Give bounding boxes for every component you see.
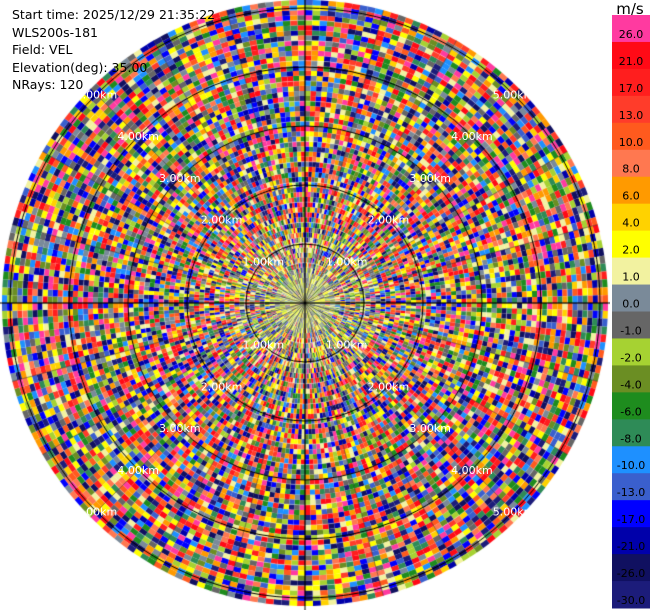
colorbar-tick-label: -21.0 bbox=[617, 540, 645, 553]
colorbar-swatch bbox=[612, 284, 650, 312]
colorbar-tick-label: -1.0 bbox=[620, 324, 641, 337]
range-ring-label: 2.00km bbox=[368, 380, 410, 393]
colorbar-swatch bbox=[612, 419, 650, 447]
range-ring-label: 5.00km bbox=[76, 88, 118, 101]
colorbar-tick-label: -6.0 bbox=[620, 405, 641, 418]
colorbar-tick-label: 10.0 bbox=[619, 136, 644, 149]
colorbar-swatch bbox=[612, 15, 650, 43]
scan-info: Start time: 2025/12/29 21:35:22 WLS200s-… bbox=[12, 6, 215, 94]
nrays-text: NRays: 120 bbox=[12, 77, 84, 92]
range-ring-label: 3.00km bbox=[409, 172, 451, 185]
colorbar-swatch bbox=[612, 581, 650, 609]
colorbar-tick-label: -8.0 bbox=[620, 432, 641, 445]
colorbar-tick-label: 26.0 bbox=[619, 28, 644, 41]
range-ring-label: 5.00km bbox=[76, 506, 118, 519]
colorbar-swatch bbox=[612, 122, 650, 151]
ppi-velocity-plot bbox=[0, 0, 610, 610]
colorbar-tick-label: 17.0 bbox=[619, 82, 644, 95]
range-ring-label: 4.00km bbox=[451, 130, 493, 143]
colorbar-unit: m/s bbox=[616, 0, 644, 18]
colorbar-swatch bbox=[612, 473, 650, 501]
colorbar-tick-label: 1.0 bbox=[622, 271, 640, 284]
range-ring-label: 1.00km bbox=[242, 255, 284, 268]
range-ring-label: 4.00km bbox=[451, 464, 493, 477]
colorbar-tick-label: 13.0 bbox=[619, 109, 644, 122]
colorbar-swatch bbox=[612, 257, 650, 286]
range-ring-label: 4.00km bbox=[117, 130, 159, 143]
range-ring-label: 3.00km bbox=[159, 422, 201, 435]
colorbar-swatch bbox=[612, 392, 650, 420]
range-ring-label: 1.00km bbox=[326, 339, 368, 352]
colorbar-tick-label: -13.0 bbox=[617, 486, 645, 499]
range-ring-label: 5.00km bbox=[493, 506, 535, 519]
colorbar-tick-label: -30.0 bbox=[617, 594, 645, 607]
colorbar-tick-label: 4.0 bbox=[622, 217, 640, 230]
colorbar-swatch bbox=[612, 176, 650, 205]
colorbar-swatch bbox=[612, 149, 650, 178]
range-ring-label: 2.00km bbox=[201, 214, 243, 227]
colorbar-swatch bbox=[612, 203, 650, 232]
colorbar-tick-label: -17.0 bbox=[617, 513, 645, 526]
range-ring-label: 1.00km bbox=[242, 339, 284, 352]
colorbar-swatch bbox=[612, 500, 650, 528]
colorbar: 26.0 21.0 17.0 13.0 10.0 8.0 6.0 4.0 2.0 1.0 0.0 -1… bbox=[612, 15, 650, 609]
range-ring-label: 3.00km bbox=[409, 422, 451, 435]
range-ring-label: 2.00km bbox=[368, 214, 410, 227]
colorbar-swatch bbox=[612, 230, 650, 259]
colorbar-swatch bbox=[612, 41, 650, 70]
colorbar-swatch bbox=[612, 527, 650, 555]
elevation-text: Elevation(deg): 35.00 bbox=[12, 59, 148, 75]
field-text: Field: VEL bbox=[12, 42, 73, 57]
colorbar-tick-label: -10.0 bbox=[617, 459, 645, 472]
colorbar-tick-label: 8.0 bbox=[622, 163, 640, 176]
colorbar-tick-label: -4.0 bbox=[620, 378, 641, 391]
range-ring-label: 1.00km bbox=[326, 255, 368, 268]
colorbar-tick-label: 6.0 bbox=[622, 190, 640, 203]
range-ring-label: 2.00km bbox=[201, 380, 243, 393]
colorbar-tick-label: 0.0 bbox=[622, 298, 640, 311]
colorbar-tick-label: -26.0 bbox=[617, 567, 645, 580]
range-ring-labels: 1.00km 1.00km 1.00km 1.00km 2.00km 2.00km 2.00… bbox=[0, 0, 610, 610]
colorbar-swatch bbox=[612, 338, 650, 366]
start-time-text: Start time: 2025/12/29 21:35:22 bbox=[12, 7, 216, 22]
colorbar-swatch bbox=[612, 311, 650, 339]
colorbar-swatch bbox=[612, 68, 650, 97]
colorbar-tick-label: -2.0 bbox=[620, 351, 641, 364]
site-name-text: WLS200s-181 bbox=[12, 24, 98, 40]
colorbar-swatch bbox=[612, 95, 650, 124]
range-ring-label: 5.00km bbox=[493, 88, 535, 101]
colorbar-tick-label: 21.0 bbox=[619, 55, 644, 68]
colorbar-swatch bbox=[612, 365, 650, 393]
colorbar-swatch bbox=[612, 446, 650, 474]
range-ring-label: 3.00km bbox=[159, 172, 201, 185]
colorbar-tick-label: 2.0 bbox=[622, 244, 640, 257]
range-ring-label: 4.00km bbox=[117, 464, 159, 477]
colorbar-swatch bbox=[612, 554, 650, 582]
